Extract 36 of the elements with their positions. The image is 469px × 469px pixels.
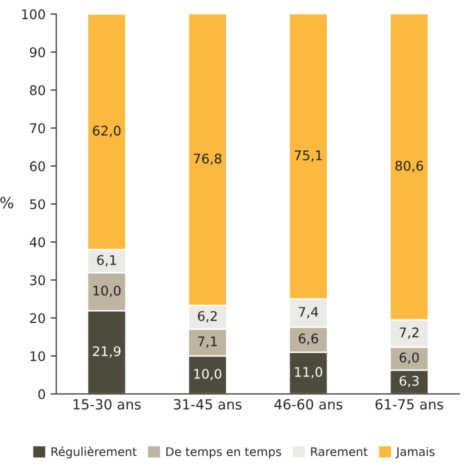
y-tick-label: 20 [30,313,45,324]
data-label: 6,1 [97,255,116,266]
y-tick-label: 40 [30,237,45,248]
data-label: 75,1 [294,150,322,162]
data-label: 7,2 [400,327,418,339]
legend-label: De temps en temps [166,447,282,458]
data-label: 10,0 [93,286,121,297]
y-tick-label: 70 [30,123,45,134]
data-label: 6,2 [198,311,217,322]
y-tick-label: 90 [30,47,45,58]
y-tick-label: 80 [30,85,45,96]
data-label: 21,9 [92,346,120,358]
data-label: 6,0 [400,352,419,364]
data-label: 7,4 [298,307,318,318]
y-tick-label: 10 [30,351,45,362]
y-tick-label: 30 [30,275,45,286]
x-tick-label: 31-45 ans [174,399,242,410]
y-tick-label: 0 [38,389,45,400]
legend-label: Jamais [396,446,435,458]
x-tick-label: 46-60 ans [274,399,342,410]
x-tick-label: 15-30 ans [74,399,141,410]
y-tick-label: 100 [22,9,45,20]
y-tick-label: 50 [30,199,45,210]
data-label: 76,8 [194,154,222,165]
data-label: 80,6 [395,160,424,172]
data-label: 10,0 [194,368,222,380]
data-label: 11,0 [295,366,322,378]
legend-label: Rarement [311,447,368,456]
data-label: 62,0 [92,126,121,138]
x-tick-label: 61-75 ans [376,399,444,410]
data-label: 7,1 [198,336,217,348]
data-label: 6,6 [298,333,318,345]
y-axis-title: % [0,196,14,208]
data-label: 6,3 [400,376,419,388]
legend-label: Régulièrement [52,446,137,458]
y-tick-label: 60 [30,161,45,172]
